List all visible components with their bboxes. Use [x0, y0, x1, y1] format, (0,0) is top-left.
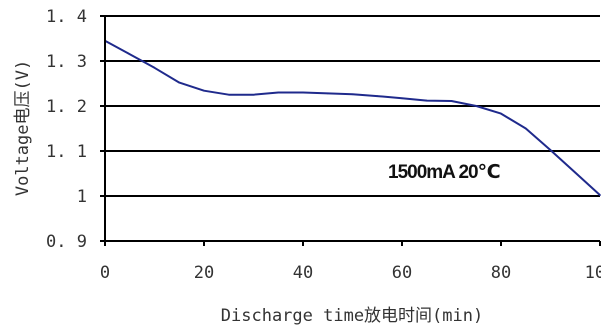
tick-labels: 0. 9 1 1. 1 1. 2 1. 3 1. 4 0 20 40 60 80 100	[46, 7, 601, 283]
y-axis-label: Voltage电压(V)	[13, 60, 33, 196]
data-point-0-8	[302, 91, 304, 94]
series-layer	[104, 39, 601, 196]
x-axis-label: Discharge time放电时间(min)	[221, 306, 483, 326]
data-point-0-2	[153, 66, 156, 69]
y-tick-label-1: 1	[77, 187, 87, 207]
x-tick-label-5: 100	[585, 263, 601, 283]
y-tick-label-4: 1. 3	[46, 52, 87, 72]
data-point-0-7	[277, 91, 280, 94]
data-point-0-15	[475, 105, 478, 107]
data-point-0-20	[599, 194, 601, 196]
data-point-0-17	[524, 127, 527, 130]
x-tick-label-0: 0	[100, 263, 110, 283]
y-tick-label-3: 1. 2	[46, 97, 87, 117]
data-point-0-11	[376, 95, 379, 97]
x-tick-label-3: 60	[392, 263, 412, 283]
data-point-0-3	[178, 81, 181, 84]
x-tick-label-1: 20	[194, 263, 214, 283]
x-tick-label-2: 40	[293, 263, 313, 283]
data-point-0-6	[252, 93, 255, 96]
data-point-0-13	[425, 99, 428, 102]
data-point-0-16	[500, 112, 502, 115]
grid-lines	[105, 15, 600, 197]
series-line-0	[104, 39, 601, 196]
data-point-0-1	[128, 53, 131, 56]
data-point-0-12	[401, 97, 403, 100]
y-tick-label-0: 0. 9	[46, 232, 87, 252]
x-tick-label-4: 80	[491, 263, 511, 283]
y-tick-label-2: 1. 1	[46, 142, 87, 162]
data-point-0-10	[351, 93, 354, 96]
annotation-label: 1500mA 20℃	[388, 162, 500, 183]
data-point-0-14	[450, 100, 453, 102]
axes	[100, 15, 601, 246]
data-point-0-9	[326, 92, 329, 95]
y-tick-label-5: 1. 4	[46, 7, 87, 27]
data-point-0-19	[574, 171, 577, 174]
data-point-0-18	[549, 149, 552, 151]
data-point-0-5	[227, 93, 230, 96]
data-point-0-4	[203, 89, 205, 92]
